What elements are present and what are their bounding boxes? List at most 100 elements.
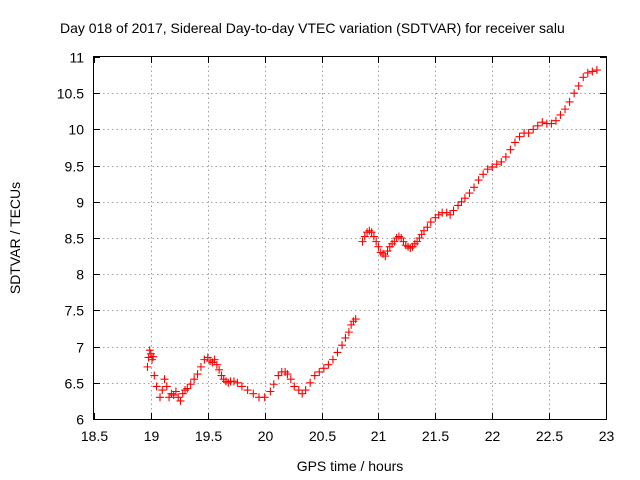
x-axis-label: GPS time / hours	[297, 458, 404, 474]
data-point	[286, 375, 295, 384]
grid-lines	[94, 57, 606, 419]
data-point	[306, 378, 315, 387]
data-point	[538, 118, 547, 127]
data-point	[162, 382, 171, 391]
data-point	[426, 218, 435, 227]
data-point	[150, 371, 159, 380]
y-tick-label: 10	[68, 122, 84, 138]
x-tick-label: 20	[258, 428, 274, 444]
data-point	[158, 386, 167, 395]
data-point	[149, 352, 158, 361]
data-point	[419, 226, 428, 235]
data-point	[237, 382, 246, 391]
data-point	[193, 370, 202, 379]
data-point	[570, 89, 579, 98]
data-point	[145, 346, 154, 355]
data-point	[449, 206, 458, 215]
data-point	[301, 386, 310, 395]
data-point	[274, 371, 283, 380]
data-point	[442, 208, 451, 217]
data-point	[186, 380, 195, 389]
y-tick-label: 6	[76, 412, 84, 428]
data-point	[152, 382, 161, 391]
data-point	[183, 384, 192, 393]
data-point	[294, 386, 303, 395]
data-point	[290, 382, 299, 391]
data-point	[196, 362, 205, 371]
y-tick-label: 9.5	[65, 159, 85, 175]
data-point	[229, 377, 238, 386]
data-point	[298, 389, 307, 398]
data-point	[383, 247, 392, 256]
data-point	[583, 68, 592, 77]
data-point	[266, 387, 275, 396]
data-point	[143, 362, 152, 371]
data-point	[243, 386, 252, 395]
data-point	[260, 393, 269, 402]
data-point	[479, 170, 488, 179]
data-point	[551, 116, 560, 125]
data-points	[143, 66, 601, 405]
data-point	[510, 138, 519, 147]
data-point	[176, 396, 185, 405]
data-point	[171, 387, 180, 396]
x-tick-label: 20.5	[309, 428, 336, 444]
data-point	[483, 165, 492, 174]
data-point	[454, 201, 463, 210]
data-point	[367, 228, 376, 237]
x-tick-labels: 18.5 19 19.5 20 20.5 21 21.5 22 22.5 23	[81, 428, 615, 444]
data-point	[155, 393, 164, 402]
y-axis-label: SDTVAR / TECUs	[7, 182, 23, 294]
data-point	[374, 242, 383, 251]
data-point	[324, 360, 333, 369]
data-point	[465, 189, 474, 198]
data-point	[212, 360, 221, 369]
data-point	[565, 97, 574, 106]
y-tick-label: 10.5	[57, 86, 84, 102]
data-point	[588, 67, 597, 76]
data-point	[457, 197, 466, 206]
y-tick-label: 7	[76, 340, 84, 356]
data-point	[561, 105, 570, 114]
data-point	[160, 375, 169, 384]
data-point	[592, 66, 601, 75]
y-tick-label: 7.5	[65, 303, 85, 319]
data-point	[249, 389, 258, 398]
data-point	[423, 223, 432, 232]
data-point	[579, 73, 588, 82]
data-point	[506, 145, 515, 154]
data-point	[369, 232, 378, 241]
data-point	[358, 237, 367, 246]
y-tick-label: 8	[76, 267, 84, 283]
data-point	[556, 110, 565, 119]
data-point	[351, 315, 360, 324]
data-point	[338, 341, 347, 350]
x-tick-label: 21	[371, 428, 387, 444]
data-point	[269, 380, 278, 389]
data-point	[474, 176, 483, 185]
data-point	[460, 194, 469, 203]
data-point	[372, 237, 381, 246]
x-tick-label: 18.5	[81, 428, 108, 444]
data-point	[341, 333, 350, 342]
y-tick-label: 9	[76, 195, 84, 211]
data-point	[524, 129, 533, 138]
data-point	[344, 328, 353, 337]
x-tick-label: 21.5	[422, 428, 449, 444]
data-point	[310, 371, 319, 380]
y-tick-label: 11	[69, 50, 84, 66]
data-point	[381, 252, 390, 261]
data-point	[574, 81, 583, 90]
data-point	[190, 375, 199, 384]
data-point	[200, 355, 209, 364]
data-point	[315, 367, 324, 376]
data-point	[492, 160, 501, 169]
data-point	[210, 355, 219, 364]
data-point	[529, 125, 538, 134]
data-point	[501, 152, 510, 161]
chart-title: Day 018 of 2017, Sidereal Day-to-day VTE…	[60, 20, 565, 36]
data-point	[470, 183, 479, 192]
plot-frame	[93, 56, 607, 420]
data-point	[328, 355, 337, 364]
